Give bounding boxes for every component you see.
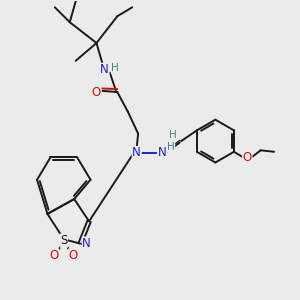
Text: H: H xyxy=(167,142,175,152)
Text: O: O xyxy=(92,85,101,98)
Text: H: H xyxy=(111,63,119,73)
Text: N: N xyxy=(82,237,91,250)
Text: N: N xyxy=(100,63,109,76)
Text: N: N xyxy=(132,146,141,160)
Text: O: O xyxy=(243,151,252,164)
Text: H: H xyxy=(169,130,177,140)
Text: O: O xyxy=(69,249,78,262)
Text: O: O xyxy=(50,249,59,262)
Text: N: N xyxy=(158,146,166,160)
Text: S: S xyxy=(60,234,68,247)
